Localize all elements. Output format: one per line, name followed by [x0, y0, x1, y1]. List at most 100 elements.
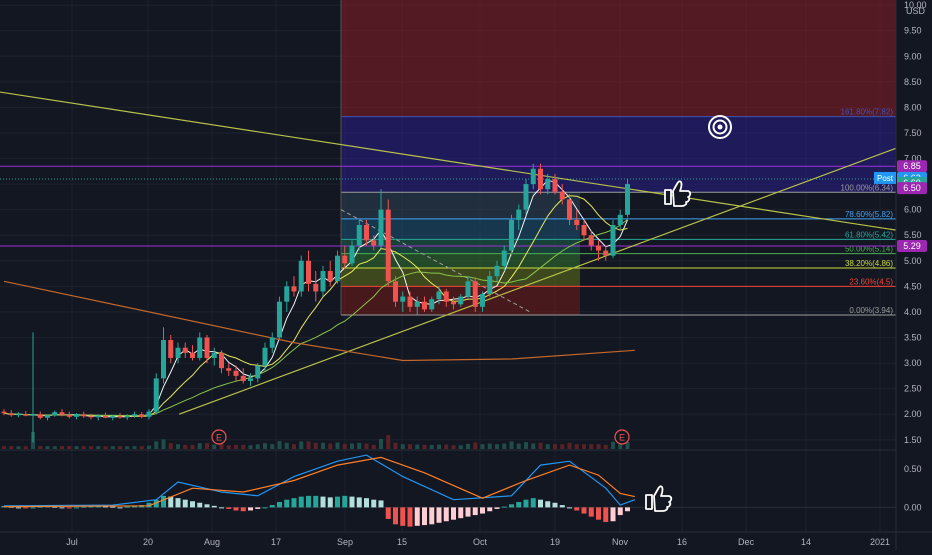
candle-body — [168, 340, 174, 358]
macd-hist-bar — [153, 499, 159, 508]
y-tick-label: 7.00 — [904, 154, 922, 164]
volume-bar — [357, 442, 362, 449]
candle-body — [197, 337, 203, 358]
volume-bar — [255, 444, 260, 449]
candle-body — [559, 191, 565, 200]
volume-bar — [437, 444, 441, 449]
macd-hist-bar — [219, 507, 224, 509]
y-tick-label: 5.50 — [904, 230, 922, 240]
macd-hist-bar — [610, 507, 616, 522]
earnings-marker-label: E — [619, 433, 625, 443]
macd-hist-bar — [378, 500, 384, 508]
sma-200 — [3, 280, 635, 362]
volume-bar — [38, 445, 43, 449]
candle-body — [306, 260, 311, 284]
volume-bar — [328, 443, 333, 449]
volume-bar — [306, 441, 311, 449]
candle-body — [45, 415, 50, 418]
macd-hist-bar — [146, 502, 152, 508]
signal-line — [3, 456, 635, 508]
candle-body — [37, 414, 43, 418]
volume-bar — [176, 444, 180, 449]
y-tick-label: 2.00 — [904, 409, 922, 419]
volume-bar — [495, 444, 499, 449]
price-tag — [897, 182, 927, 195]
volume-bar — [226, 445, 231, 449]
volume-bar — [284, 442, 289, 449]
volume-bar — [538, 442, 543, 449]
price-tag-label: 6.50 — [903, 183, 921, 193]
volume-bar — [560, 444, 565, 449]
currency-label: USD — [906, 6, 926, 16]
macd-hist-bar — [320, 496, 326, 508]
y-tick-label: 8.00 — [904, 102, 922, 112]
volume-bar — [299, 441, 304, 449]
candle-body — [59, 412, 65, 415]
x-tick-label: 14 — [801, 537, 811, 547]
candle-body — [349, 245, 355, 264]
candle-body — [393, 281, 398, 302]
macd-hist-bar — [298, 496, 304, 508]
trendline-up — [178, 147, 897, 415]
volume-bar — [277, 441, 282, 449]
candle-body — [429, 299, 435, 310]
candle-body — [480, 294, 485, 307]
volume-bar — [545, 444, 550, 449]
macd-hist-bar — [277, 502, 282, 508]
candle-body — [371, 240, 377, 246]
price-tag — [897, 160, 927, 173]
macd-hist-bar — [465, 507, 471, 517]
volume-bar — [466, 443, 470, 449]
volume-bar — [480, 444, 485, 449]
macd-hist-bar — [52, 506, 58, 508]
earnings-marker[interactable] — [614, 429, 630, 445]
macd-tick-label: 0.50 — [904, 464, 922, 474]
x-tick-label: 17 — [271, 537, 281, 547]
sma-long — [3, 219, 628, 416]
candle-body — [30, 414, 36, 416]
candle-body — [269, 337, 275, 348]
macd-hist-bar — [356, 497, 362, 508]
candle-body — [190, 352, 195, 358]
volume-bar — [502, 443, 507, 449]
candle-body — [364, 225, 369, 241]
candle-body — [124, 415, 130, 418]
volume-bar — [451, 445, 456, 449]
candle-body — [603, 250, 609, 256]
macd-hist-bar — [204, 504, 210, 508]
candle-body — [240, 375, 246, 381]
candle-body — [465, 281, 471, 297]
volume-bar — [473, 442, 478, 449]
fib-label: 100.00%(6.34) — [841, 183, 894, 192]
volume-bar — [567, 442, 572, 449]
volume-bar — [52, 446, 57, 449]
fib-zone-mid — [341, 116, 896, 193]
volume-bar — [2, 446, 6, 449]
candle-body — [255, 365, 261, 379]
x-tick-label: Nov — [612, 537, 629, 547]
volume-bar — [241, 444, 246, 449]
macd-hist-bar — [472, 507, 478, 516]
volume-bar — [132, 446, 137, 449]
volume-bar — [248, 445, 253, 449]
macd-hist-bar — [458, 507, 464, 519]
volume-bar — [67, 446, 72, 449]
candle-body — [509, 219, 514, 251]
macd-hist-bar — [393, 507, 398, 525]
volume-bar — [618, 444, 623, 449]
volume-bar — [574, 444, 579, 449]
macd-hist-bar — [407, 507, 413, 527]
y-tick-label: 8.50 — [904, 77, 922, 87]
macd-hist-bar — [175, 498, 181, 508]
target-icon — [708, 115, 732, 139]
volume-bar — [444, 444, 449, 449]
candle-body — [1, 411, 7, 414]
fib-label: 61.80%(5.42) — [845, 230, 893, 239]
volume-bar — [321, 442, 325, 449]
earnings-marker[interactable] — [211, 429, 227, 445]
macd-hist-bar — [74, 507, 79, 509]
